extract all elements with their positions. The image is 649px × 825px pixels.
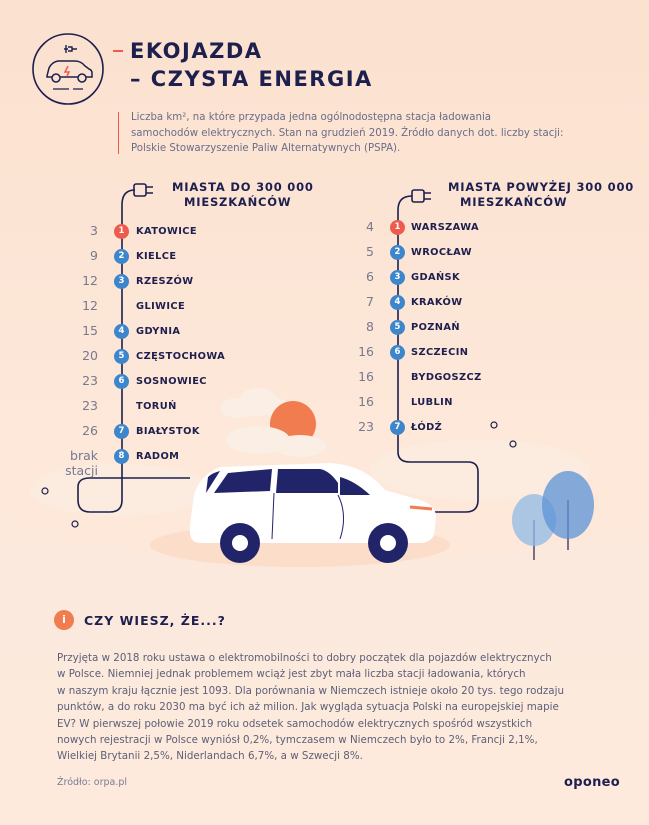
rank-badge: 1 [114, 224, 129, 239]
rank-badge: 5 [114, 349, 129, 364]
city-name: SOSNOWIEC [136, 376, 207, 387]
plug-icon-left [133, 183, 153, 197]
info-line: w Polsce. Niemniej jednak problemem wcią… [57, 668, 526, 681]
city-name: BYDGOSZCZ [411, 372, 482, 383]
city-name: CZĘSTOCHOWA [136, 351, 226, 362]
rank-badge: 7 [114, 424, 129, 439]
station-value: 15 [82, 323, 98, 338]
city-name: SZCZECIN [411, 347, 469, 358]
station-value: 9 [90, 248, 98, 263]
info-line: nowych rejestracji w Polsce wyniósł 0,2%… [57, 734, 538, 747]
city-name: RADOM [136, 451, 180, 462]
city-name: KATOWICE [136, 226, 197, 237]
info-body: Przyjęta w 2018 roku ustawa o elektromob… [57, 650, 617, 765]
electric-car-icon [32, 33, 104, 105]
small-cities-heading-line-2: MIESZKAŃCÓW [184, 195, 292, 209]
intro-accent-line [118, 112, 120, 154]
rank-badge: 6 [390, 345, 405, 360]
cloud-icon [226, 426, 326, 457]
city-name: ŁÓDŹ [411, 422, 443, 433]
intro-line-2: samochodów elektrycznych. Stan na grudzi… [131, 127, 564, 139]
info-line: EV? W pierwszej połowie 2019 roku odsete… [57, 717, 533, 730]
city-name: KRAKÓW [411, 297, 463, 308]
tree-icon [512, 471, 594, 560]
station-value: 20 [82, 348, 98, 363]
electric-car-illustration [189, 463, 436, 563]
info-icon: i [54, 610, 74, 630]
city-name: GLIWICE [136, 301, 186, 312]
title-line-1: EKOJAZDA [130, 39, 263, 63]
city-name: LUBLIN [411, 397, 453, 408]
rank-badge: 2 [390, 245, 405, 260]
city-name: WROCŁAW [411, 247, 472, 258]
station-value: 8 [366, 319, 374, 334]
rank-badge: 3 [390, 270, 405, 285]
station-value: 23 [358, 419, 374, 434]
info-heading: CZY WIESZ, ŻE...? [84, 613, 226, 628]
intro-line-3: Polskie Stowarzyszenie Paliw Alternatywn… [131, 143, 401, 154]
small-cities-heading: MIASTA DO 300 000 MIESZKAŃCÓW [172, 180, 314, 210]
station-value: 12 [82, 298, 98, 313]
info-line: w naszym kraju łącznie jest 1093. Dla po… [57, 684, 565, 697]
station-value: 16 [358, 344, 374, 359]
rank-badge: 6 [114, 374, 129, 389]
large-cities-heading-line-1: MIASTA POWYŻEJ 300 000 [448, 180, 635, 194]
rank-badge: 4 [390, 295, 405, 310]
station-value: 12 [82, 273, 98, 288]
city-name: WARSZAWA [411, 222, 479, 233]
info-line: punktów, a do roku 2030 ma być ich aż mi… [57, 701, 559, 714]
city-name: TORUŃ [136, 401, 177, 412]
city-name: KIELCE [136, 251, 177, 262]
city-name: BIAŁYSTOK [136, 426, 200, 437]
large-cities-heading: MIASTA POWYŻEJ 300 000 MIESZKAŃCÓW [448, 180, 634, 210]
charging-cable-right [397, 195, 479, 513]
station-value: 26 [82, 423, 98, 438]
info-line: Przyjęta w 2018 roku ustawa o elektromob… [57, 652, 552, 664]
rank-badge: 5 [390, 320, 405, 335]
intro-text: Liczba km², na które przypada jedna ogól… [131, 110, 631, 157]
title-accent-line [113, 50, 123, 52]
rank-badge: 2 [114, 249, 129, 264]
city-name: GDYNIA [136, 326, 181, 337]
station-value: 5 [366, 244, 374, 259]
rank-badge: 3 [114, 274, 129, 289]
station-value: 7 [366, 294, 374, 309]
intro-line-1: Liczba km², na które przypada jedna ogól… [131, 112, 492, 123]
charging-cable-left [77, 189, 190, 513]
title-line-2: – CZYSTA ENERGIA [130, 67, 373, 91]
station-value: 4 [366, 219, 374, 234]
station-value: 16 [358, 394, 374, 409]
large-cities-heading-line-2: MIESZKAŃCÓW [460, 195, 568, 209]
small-cities-heading-line-1: MIASTA DO 300 000 [172, 180, 314, 194]
rank-badge: 1 [390, 220, 405, 235]
rank-badge: 8 [114, 449, 129, 464]
station-value: 3 [90, 223, 98, 238]
source-note: Źródło: orpa.pl [57, 777, 128, 788]
station-value: 6 [366, 269, 374, 284]
station-value: 23 [82, 373, 98, 388]
station-value: 16 [358, 369, 374, 384]
station-value: 23 [82, 398, 98, 413]
rank-badge: 7 [390, 420, 405, 435]
info-line: Wielkiej Brytanii 2,5%, Niderlandach 6,7… [57, 750, 363, 763]
city-name: POZNAŃ [411, 322, 460, 333]
city-name: GDAŃSK [411, 272, 461, 283]
brand-logo: oponeo [564, 775, 620, 790]
rank-badge: 4 [114, 324, 129, 339]
plug-icon-right [411, 189, 431, 203]
station-value: brak stacji [65, 448, 98, 478]
city-name: RZESZÓW [136, 276, 194, 287]
